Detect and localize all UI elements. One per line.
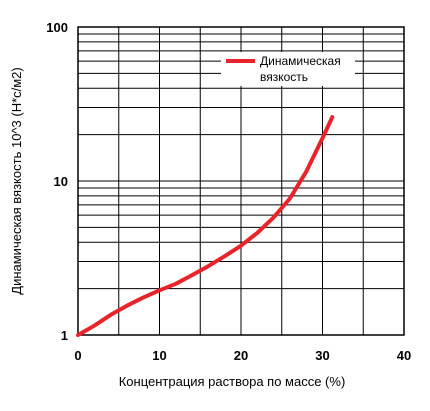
legend-background — [221, 52, 355, 86]
y-tick-label: 1 — [61, 328, 68, 343]
x-tick-label: 0 — [74, 348, 81, 363]
series-line — [76, 115, 335, 337]
x-tick-label: 20 — [234, 348, 248, 363]
x-tick-labels: 0 10 20 30 40 — [74, 348, 411, 363]
plot-frame — [77, 26, 405, 336]
y-axis-title: Динамическая вязкость 10^3 (Н*с/м2) — [9, 67, 24, 294]
x-tick-label: 10 — [152, 348, 166, 363]
series-layer — [76, 115, 335, 337]
y-tick-labels: 1 10 100 — [46, 20, 68, 343]
y-tick-label: 10 — [54, 174, 68, 189]
x-tick-label: 30 — [315, 348, 329, 363]
y-tick-label: 100 — [46, 20, 68, 35]
legend-label: Динамическая — [260, 54, 341, 68]
legend: Динамическая вязкость — [221, 52, 355, 86]
legend-label-continuation: вязкость — [260, 70, 308, 84]
x-tick-label: 40 — [397, 348, 411, 363]
x-axis-title: Концентрация раствора по массе (%) — [119, 374, 346, 389]
